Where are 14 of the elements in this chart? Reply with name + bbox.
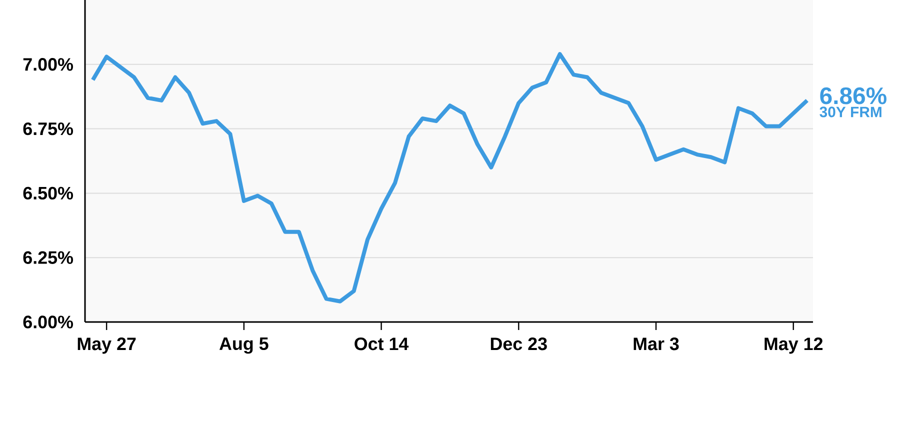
x-tick-label: May 12 [764,338,823,354]
x-tick-label: Mar 3 [634,338,679,350]
text: 6.86% [820,87,886,104]
y-tick-label: 6.50% [23,186,74,200]
y-tick-label: 6.75% [23,122,74,136]
y-tick-label: 6.00% [23,316,74,328]
x-tick-label: Dec 23 [490,338,547,350]
x-tick-label: Aug 5 [219,338,268,354]
y-tick-label: 6.25% [23,251,74,264]
x-tick-label: Oct 14 [354,338,409,350]
y-tick-label: 7.00% [23,58,74,71]
x-tick-label: May 27 [78,338,136,354]
line-series [90,52,810,304]
series-label: 30Y FRM [820,106,882,118]
